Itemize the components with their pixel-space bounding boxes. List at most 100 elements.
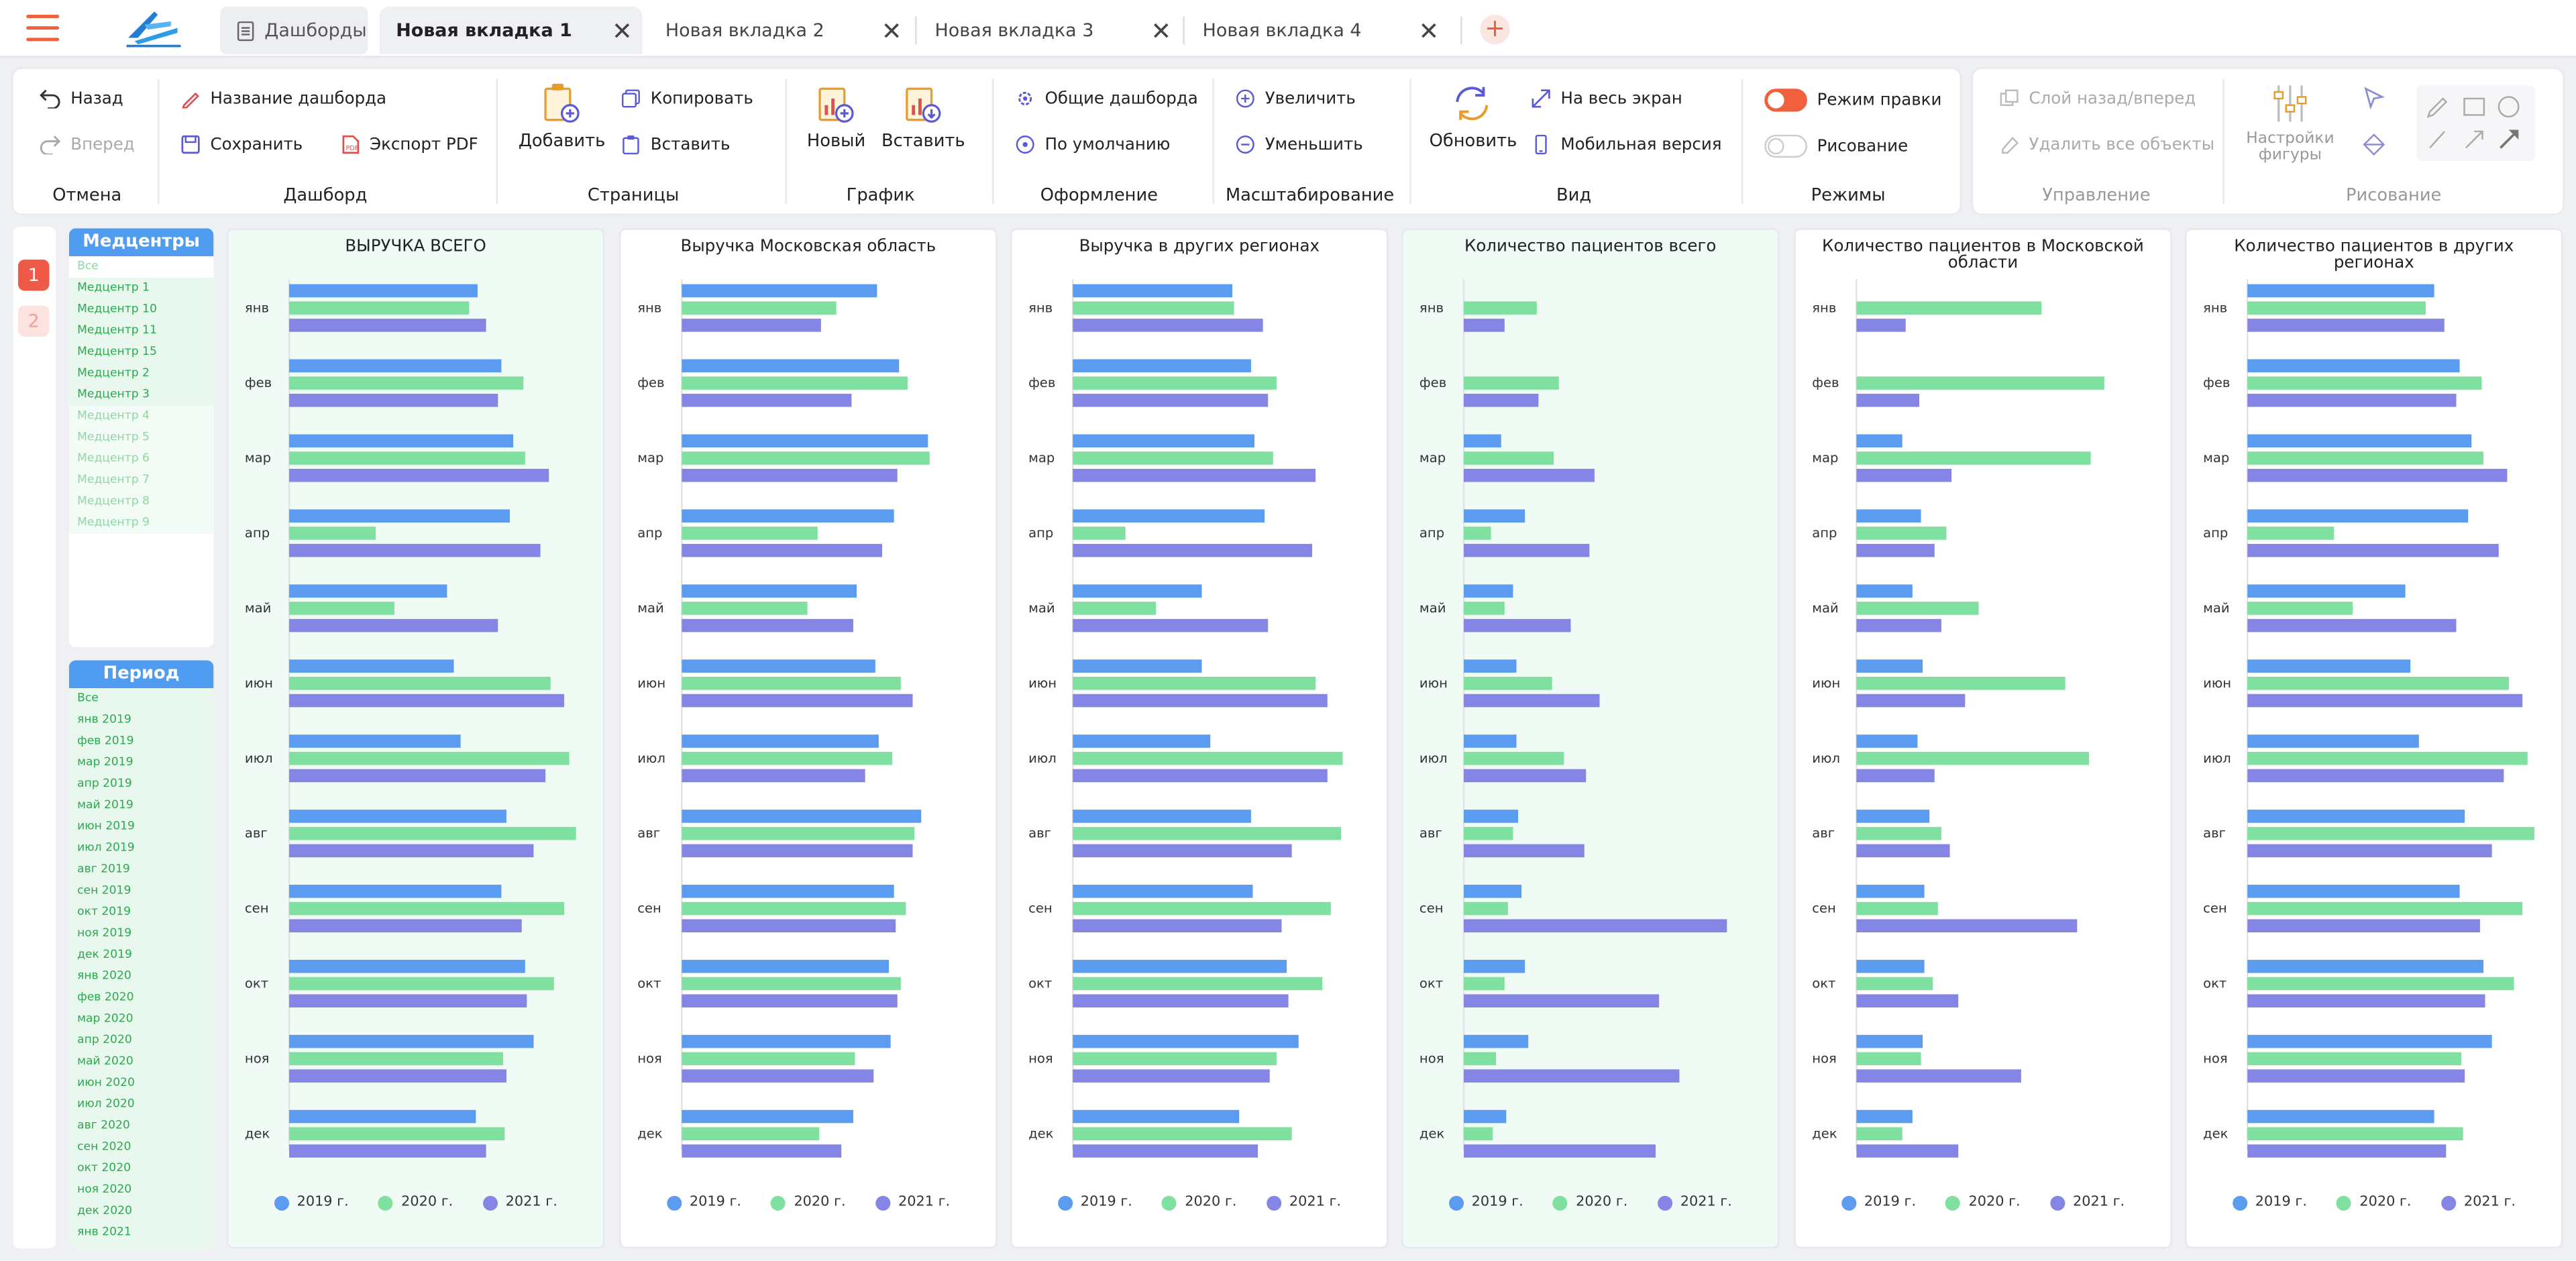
bar-2019[interactable] (2247, 584, 2406, 598)
filter-item-period[interactable]: янв 2021 (68, 1222, 214, 1244)
legend-item[interactable]: 2021 г. (875, 1194, 950, 1211)
legend-item[interactable]: 2019 г. (666, 1194, 741, 1211)
filter-item-period[interactable]: май 2019 (68, 795, 214, 817)
filter-item-period[interactable]: мар 2019 (68, 752, 214, 774)
bar-2020[interactable] (1856, 751, 2090, 765)
bar-2019[interactable] (2247, 509, 2469, 523)
bar-2019[interactable] (289, 885, 502, 898)
bar-2021[interactable] (2247, 1144, 2447, 1158)
bar-2021[interactable] (2247, 694, 2523, 708)
bar-2019[interactable] (1073, 734, 1211, 748)
common-dashboards-button[interactable]: Общие дашборда (1015, 89, 1198, 108)
bar-2020[interactable] (1464, 376, 1559, 390)
bar-2019[interactable] (1856, 434, 1902, 448)
bar-2019[interactable] (289, 1034, 534, 1048)
filter-item-period[interactable]: авг 2019 (68, 859, 214, 881)
legend-item[interactable]: 2021 г. (482, 1194, 557, 1211)
bar-2021[interactable] (1856, 694, 1966, 708)
bar-2021[interactable] (1073, 994, 1289, 1007)
bar-2020[interactable] (682, 451, 930, 465)
filter-item-period[interactable]: ноя 2019 (68, 923, 214, 945)
legend-item[interactable]: 2019 г. (1841, 1194, 1916, 1211)
close-icon[interactable]: ✕ (1418, 16, 1440, 46)
bar-2019[interactable] (2247, 734, 2419, 748)
bar-2019[interactable] (1464, 959, 1525, 973)
chart-card[interactable]: ВЫРУЧКА ВСЕГО янв фев мар апр май июн июл авг сен… (226, 228, 605, 1249)
bar-2019[interactable] (682, 1034, 891, 1048)
bar-2019[interactable] (1073, 659, 1202, 673)
bar-2021[interactable] (682, 468, 898, 482)
filter-item-center[interactable]: Медцентр 15 (68, 341, 214, 364)
legend-item[interactable]: 2020 г. (1945, 1194, 2021, 1211)
chart-card[interactable]: Выручка Московская область янв фев мар апр ма… (619, 228, 998, 1249)
filter-item-period[interactable]: ноя 2020 (68, 1179, 214, 1201)
page-1[interactable]: 1 (17, 259, 50, 291)
bar-2020[interactable] (1073, 602, 1157, 615)
fill-icon[interactable] (2361, 131, 2387, 158)
bar-2020[interactable] (1464, 751, 1564, 765)
filter-item-period[interactable]: дек 2020 (68, 1201, 214, 1223)
bar-2019[interactable] (1073, 885, 1253, 898)
bar-2019[interactable] (2247, 284, 2434, 298)
filter-item-period[interactable]: май 2020 (68, 1051, 214, 1073)
bar-2019[interactable] (289, 509, 511, 523)
bar-2021[interactable] (682, 844, 913, 858)
bar-2020[interactable] (2247, 602, 2353, 615)
filter-item-period[interactable]: дек 2019 (68, 944, 214, 967)
filter-item-center[interactable]: Медцентр 1 (68, 277, 214, 299)
filter-item-center[interactable]: Медцентр 4 (68, 405, 214, 427)
paste-page-button[interactable]: Вставить (621, 135, 730, 155)
bar-2020[interactable] (289, 676, 551, 690)
bar-2019[interactable] (1856, 959, 1925, 973)
bar-2019[interactable] (1073, 1034, 1299, 1048)
bar-2019[interactable] (1464, 1109, 1507, 1123)
bar-2021[interactable] (1856, 468, 1952, 482)
legend-item[interactable]: 2020 г. (1162, 1194, 1236, 1211)
refresh-button[interactable]: Обновить (1430, 82, 1517, 151)
bar-2021[interactable] (1856, 319, 1906, 332)
bar-2021[interactable] (1464, 1069, 1680, 1083)
bar-2020[interactable] (1856, 451, 2091, 465)
bar-2021[interactable] (289, 919, 522, 933)
bar-2019[interactable] (1856, 885, 1925, 898)
tab-dashboards[interactable]: Дашборды (220, 6, 368, 54)
bar-2021[interactable] (1464, 994, 1660, 1007)
line-tool-icon[interactable] (2429, 131, 2446, 149)
bar-2021[interactable] (1464, 468, 1595, 482)
bar-2020[interactable] (1856, 901, 1938, 916)
bar-2021[interactable] (682, 919, 896, 933)
bar-2021[interactable] (1464, 543, 1590, 557)
bar-2020[interactable] (1856, 602, 1979, 615)
bar-2021[interactable] (289, 543, 541, 557)
bar-2021[interactable] (1073, 769, 1328, 783)
bar-2019[interactable] (682, 959, 890, 973)
forward-button[interactable]: Вперед (40, 135, 135, 155)
filter-item-center[interactable]: Медцентр 9 (68, 512, 214, 534)
arrow-outline-tool-icon[interactable] (2465, 130, 2483, 149)
legend-item[interactable]: 2020 г. (378, 1194, 453, 1211)
filter-item-center[interactable]: Медцентр 11 (68, 320, 214, 342)
bar-2020[interactable] (1464, 977, 1505, 991)
bar-2019[interactable] (1464, 584, 1513, 598)
zoom-out-button[interactable]: Уменьшить (1236, 135, 1363, 154)
chart-card[interactable]: Количество пациентов всего янв фев мар апр ма… (1401, 228, 1780, 1249)
bar-2019[interactable] (682, 359, 900, 373)
filter-item-period[interactable]: сен 2019 (68, 880, 214, 902)
filter-item-center[interactable]: Медцентр 7 (68, 470, 214, 492)
bar-2020[interactable] (682, 977, 901, 991)
bar-2019[interactable] (1856, 734, 1918, 748)
legend-item[interactable]: 2019 г. (1448, 1194, 1523, 1211)
bar-2019[interactable] (2247, 359, 2460, 373)
arrow-tool-icon[interactable] (2500, 129, 2519, 149)
bar-2020[interactable] (1464, 602, 1505, 615)
bar-2021[interactable] (289, 1069, 506, 1083)
back-button[interactable]: Назад (40, 89, 123, 109)
filter-item-period[interactable]: апр 2019 (68, 773, 214, 796)
bar-2020[interactable] (2247, 301, 2426, 315)
bar-2019[interactable] (1073, 434, 1254, 448)
bar-2021[interactable] (682, 1144, 842, 1158)
filter-item-period[interactable]: авг 2020 (68, 1115, 214, 1137)
bar-2020[interactable] (289, 1127, 505, 1141)
paste-chart-button[interactable]: Вставить (881, 82, 966, 151)
legend-item[interactable]: 2021 г. (2049, 1194, 2125, 1211)
